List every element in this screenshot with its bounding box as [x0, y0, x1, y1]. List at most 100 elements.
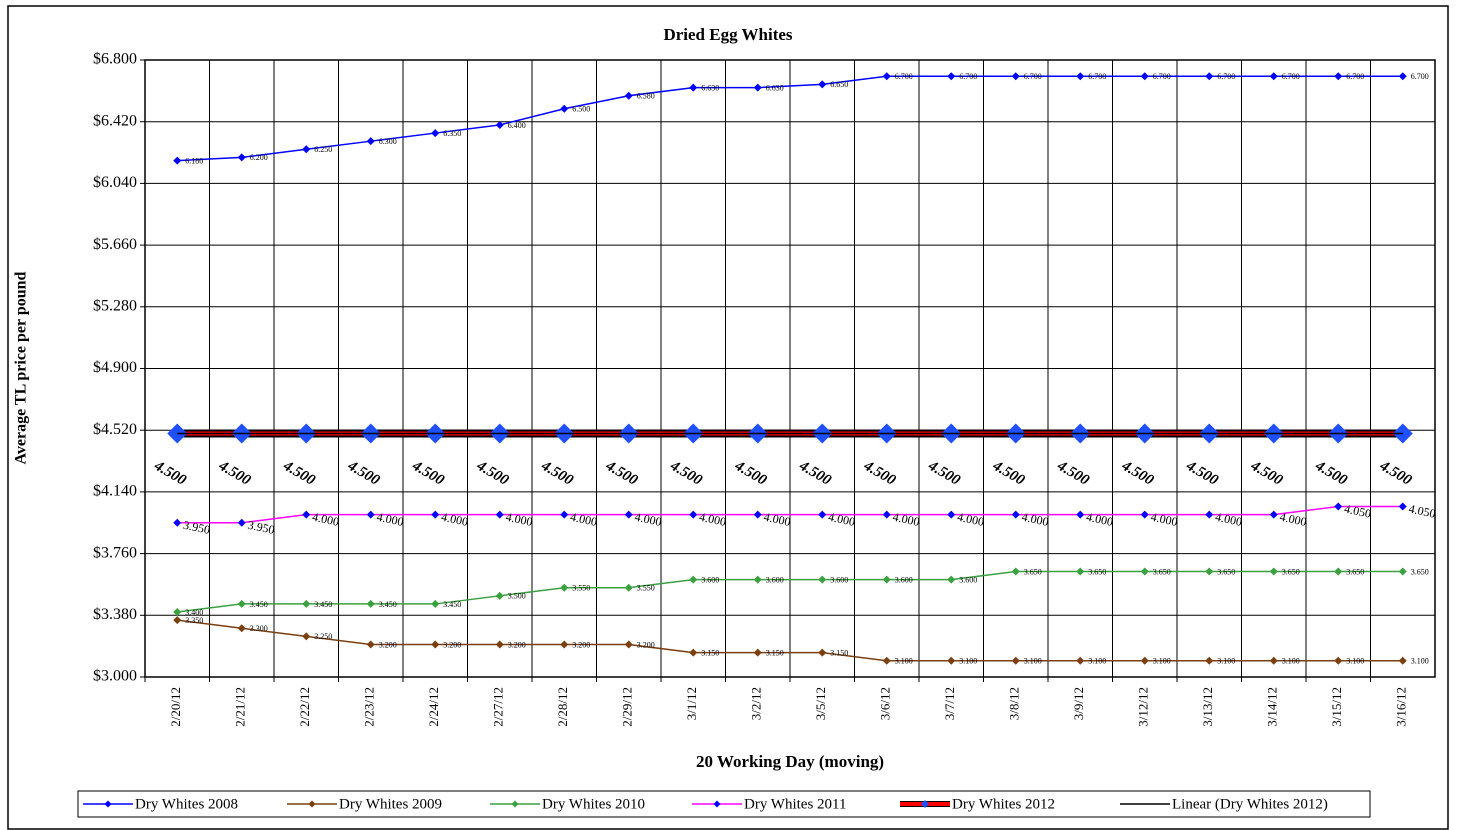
data-label: 3.650: [1282, 567, 1300, 576]
data-label: 6.700: [1282, 72, 1300, 81]
data-label: 6.650: [830, 80, 848, 89]
data-label: 3.200: [572, 640, 590, 649]
marker: [431, 129, 440, 138]
legend-marker: [511, 800, 519, 808]
y-tick-label: $5.280: [93, 297, 137, 314]
marker: [624, 640, 633, 649]
data-label: 4.000: [376, 510, 405, 529]
data-label: 3.600: [830, 575, 848, 584]
data-label: 6.700: [1217, 72, 1235, 81]
data-label: 6.630: [766, 83, 784, 92]
marker: [818, 575, 827, 584]
x-tick-label: 2/27/12: [491, 687, 506, 727]
data-label: 3.600: [895, 575, 913, 584]
y-tick-label: $4.900: [93, 359, 137, 376]
data-label: 3.950: [182, 518, 211, 537]
x-tick-label: 2/29/12: [620, 687, 635, 727]
data-label: 4.050: [1343, 501, 1372, 520]
marker: [1140, 567, 1149, 576]
y-tick-label: $6.800: [93, 51, 137, 68]
data-label: 3.200: [508, 640, 526, 649]
data-label: 3.250: [314, 632, 332, 641]
marker: [1011, 72, 1020, 81]
data-label: 3.100: [1088, 657, 1106, 666]
marker: [882, 656, 891, 665]
data-label: 4.000: [505, 510, 534, 529]
marker: [302, 632, 311, 641]
marker: [624, 91, 633, 100]
marker: [237, 518, 246, 527]
marker: [431, 599, 440, 608]
chart-title: Dried Egg Whites: [663, 25, 792, 44]
x-tick-label: 3/2/12: [749, 687, 764, 720]
marker: [689, 575, 698, 584]
marker: [947, 72, 956, 81]
marker: [173, 616, 182, 625]
marker: [1269, 72, 1278, 81]
marker: [1140, 72, 1149, 81]
data-label: 3.600: [959, 575, 977, 584]
legend-marker: [921, 800, 929, 808]
x-tick-label: 2/24/12: [426, 687, 441, 727]
marker: [753, 648, 762, 657]
data-label: 4.000: [1279, 510, 1308, 529]
marker: [366, 510, 375, 519]
series-line: [177, 570, 1403, 613]
data-label: 6.180: [185, 156, 203, 165]
data-label: 4.000: [311, 510, 340, 529]
marker: [624, 583, 633, 592]
data-label: 3.500: [508, 592, 526, 601]
marker: [1398, 656, 1407, 665]
data-label: 3.400: [185, 608, 203, 617]
data-label: 3.650: [1346, 567, 1364, 576]
marker: [560, 640, 569, 649]
x-tick-label: 3/14/12: [1265, 687, 1280, 727]
data-label: 3.100: [895, 657, 913, 666]
marker: [947, 575, 956, 584]
data-label: 4.050: [1408, 501, 1437, 520]
data-label: 3.150: [830, 648, 848, 657]
marker: [495, 120, 504, 129]
marker: [1334, 567, 1343, 576]
data-label: 3.200: [443, 640, 461, 649]
marker: [1011, 567, 1020, 576]
legend-marker: [308, 800, 316, 808]
marker: [1334, 502, 1343, 511]
marker: [560, 104, 569, 113]
marker: [302, 599, 311, 608]
legend-marker: [713, 800, 721, 808]
marker: [495, 640, 504, 649]
data-label: 6.700: [1024, 72, 1042, 81]
marker: [1398, 72, 1407, 81]
marker: [1076, 567, 1085, 576]
marker: [1334, 656, 1343, 665]
data-label: 6.350: [443, 129, 461, 138]
x-tick-label: 2/21/12: [233, 687, 248, 727]
data-label: 3.350: [185, 616, 203, 625]
x-tick-label: 2/22/12: [297, 687, 312, 727]
data-label: 4.000: [763, 510, 792, 529]
y-tick-label: $3.760: [93, 544, 137, 561]
marker: [302, 145, 311, 154]
data-label: 6.400: [508, 121, 526, 130]
marker: [1205, 72, 1214, 81]
data-label: 3.100: [1153, 657, 1171, 666]
x-tick-label: 2/28/12: [555, 687, 570, 727]
legend-label: Dry Whites 2011: [744, 796, 847, 812]
x-tick-label: 3/16/12: [1394, 687, 1409, 727]
data-label: 6.700: [1153, 72, 1171, 81]
marker: [1140, 510, 1149, 519]
x-tick-label: 2/23/12: [362, 687, 377, 727]
marker: [1269, 510, 1278, 519]
y-axis-label: Average TL price per pound: [13, 271, 30, 464]
data-label: 3.100: [1346, 657, 1364, 666]
data-label: 3.300: [250, 624, 268, 633]
marker: [882, 575, 891, 584]
marker: [1398, 567, 1407, 576]
x-tick-label: 3/7/12: [942, 687, 957, 720]
data-label: 6.700: [1346, 72, 1364, 81]
data-label: 6.700: [1411, 72, 1429, 81]
data-label: 6.200: [250, 153, 268, 162]
legend-marker: [104, 800, 112, 808]
legend-label: Dry Whites 2008: [135, 796, 238, 812]
